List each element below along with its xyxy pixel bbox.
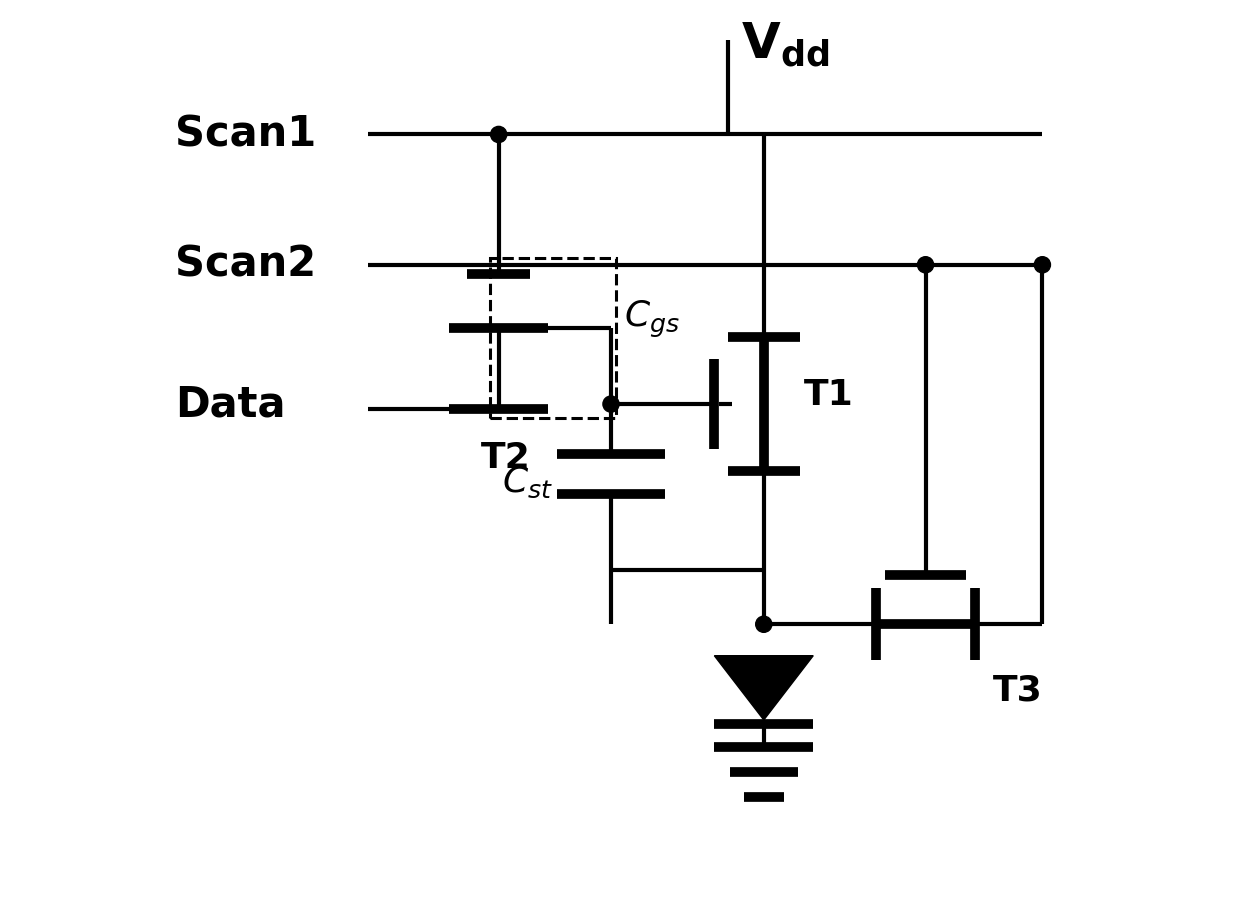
Text: Scan1: Scan1 (175, 113, 316, 155)
Text: T3: T3 (993, 674, 1043, 707)
Text: Data: Data (175, 383, 285, 425)
Text: T1: T1 (805, 378, 854, 412)
Bar (490, 258, 615, 417)
Text: $\mathbf{V}_{\mathbf{dd}}$: $\mathbf{V}_{\mathbf{dd}}$ (742, 20, 830, 69)
Circle shape (1034, 257, 1050, 273)
Circle shape (755, 616, 771, 632)
Text: $\mathit{C}_{\mathit{gs}}$: $\mathit{C}_{\mathit{gs}}$ (625, 299, 681, 340)
Circle shape (491, 126, 507, 142)
Circle shape (603, 396, 619, 412)
Text: Scan2: Scan2 (175, 244, 316, 286)
Polygon shape (714, 656, 813, 720)
Text: $\mathit{C}_{\mathit{st}}$: $\mathit{C}_{\mathit{st}}$ (501, 465, 553, 501)
Circle shape (918, 257, 934, 273)
Text: T2: T2 (481, 441, 531, 475)
